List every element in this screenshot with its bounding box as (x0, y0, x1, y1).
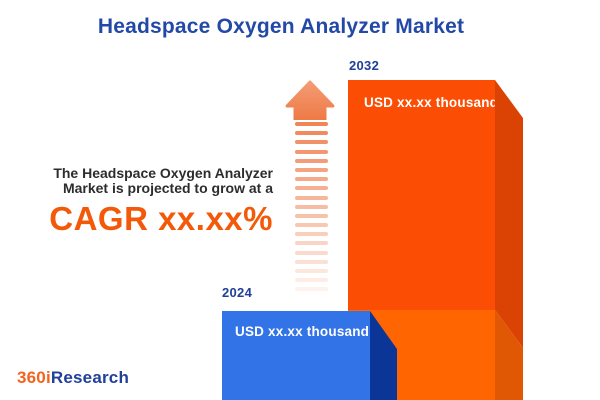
cagr-value: CAGR xx.xx% (49, 200, 273, 237)
bar-2024-year-label: 2024 (222, 285, 253, 300)
bar-2024: USD xx.xx thousand (222, 311, 370, 400)
bar-2032-year-label: 2032 (349, 58, 380, 73)
bar-2032-value-label: USD xx.xx thousand (364, 95, 499, 110)
bar-2032-side-face (495, 80, 523, 400)
market-description: The Headspace Oxygen Analyzer Market is … (20, 166, 273, 237)
logo-360iresearch: 360iResearch (17, 368, 129, 388)
logo-prefix: 360i (17, 368, 51, 387)
bar-2024-side-face (370, 311, 397, 400)
bar-2024-value-label: USD xx.xx thousand (235, 324, 370, 339)
growth-arrow-stripes (295, 122, 328, 292)
description-line-2: Market is projected to grow at a (62, 180, 273, 196)
description-line-1: The Headspace Oxygen Analyzer (53, 165, 273, 181)
logo-suffix: Research (50, 368, 130, 387)
page-title: Headspace Oxygen Analyzer Market (97, 15, 465, 38)
growth-arrow-head-icon (285, 80, 335, 120)
